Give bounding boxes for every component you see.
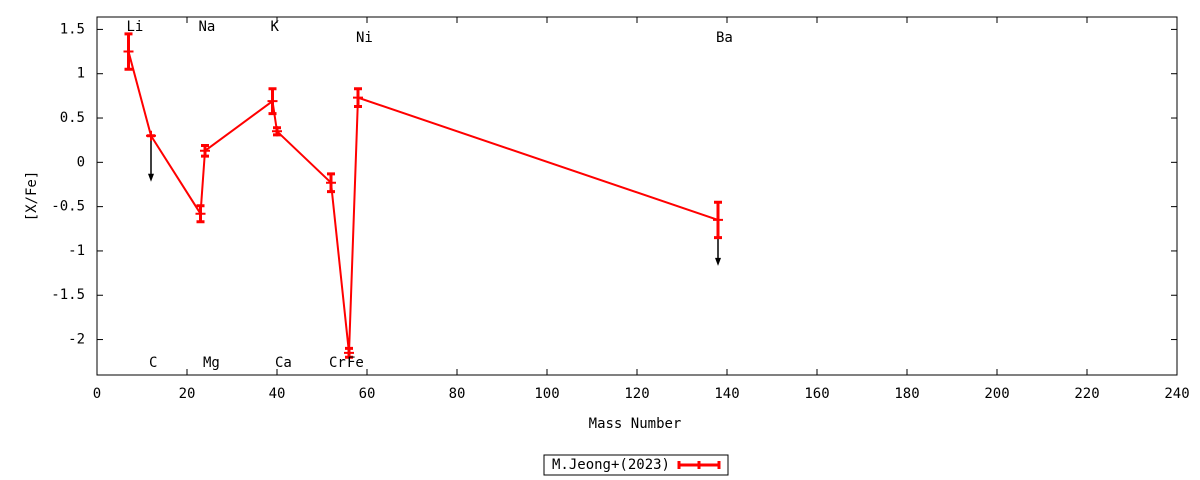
x-tick-label: 100 — [534, 386, 559, 402]
upper-limit-arrowhead — [715, 257, 721, 266]
x-tick-label: 0 — [93, 386, 101, 402]
point — [123, 46, 134, 57]
element-label: C — [149, 355, 157, 371]
upper-limit-arrowhead — [148, 173, 154, 182]
x-tick-label: 160 — [804, 386, 829, 402]
element-label: Na — [199, 19, 216, 35]
x-tick-label: 120 — [624, 386, 649, 402]
element-label: Ni — [356, 30, 373, 46]
y-tick-label: 0.5 — [60, 110, 85, 126]
y-tick-label: 1 — [77, 66, 85, 82]
x-tick-label: 20 — [179, 386, 196, 402]
point — [353, 92, 363, 103]
point — [195, 208, 206, 219]
y-tick-label: -1 — [68, 243, 85, 259]
y-tick-label: -0.5 — [51, 199, 85, 215]
x-tick-label: 140 — [714, 386, 739, 402]
y-tick-label: 1.5 — [60, 21, 85, 37]
point — [344, 347, 354, 358]
data-line — [127, 51, 719, 353]
plot-frame — [96, 16, 1178, 376]
legend-swatch — [677, 461, 721, 469]
element-label: Ca — [275, 355, 292, 371]
y-axis-label: [X/Fe] — [24, 171, 40, 222]
element-label: Li — [127, 19, 144, 35]
x-tick-label: 200 — [984, 386, 1009, 402]
legend-label: M.Jeong+(2023) — [552, 457, 670, 473]
y-tick-label: 0 — [77, 154, 85, 170]
y-tick-label: -2 — [68, 332, 85, 348]
element-label: K — [271, 19, 280, 35]
point — [146, 130, 156, 141]
point — [326, 177, 336, 188]
point — [267, 96, 278, 107]
element-label: Ba — [716, 30, 733, 46]
element-label: Mg — [203, 355, 220, 371]
x-tick-label: 80 — [449, 386, 466, 402]
x-tick-label: 180 — [894, 386, 919, 402]
legend-box — [543, 454, 729, 476]
x-tick-label: 220 — [1074, 386, 1099, 402]
x-tick-label: 40 — [269, 386, 286, 402]
x-tick-label: 60 — [359, 386, 376, 402]
x-tick-label: 240 — [1164, 386, 1189, 402]
point — [200, 145, 210, 156]
y-tick-label: -1.5 — [51, 287, 85, 303]
point — [713, 214, 723, 225]
x-axis-label: Mass Number — [589, 416, 682, 432]
element-label: Fe — [347, 355, 364, 371]
element-label: Cr — [329, 355, 346, 371]
point — [272, 126, 282, 137]
